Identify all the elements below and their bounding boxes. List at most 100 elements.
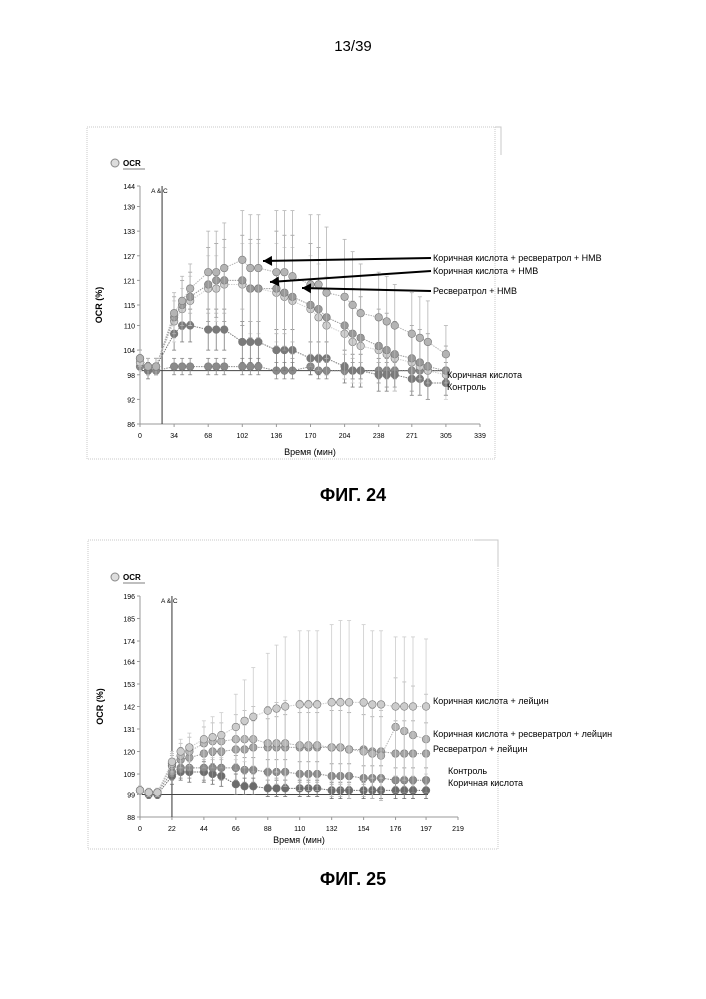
fig25-series-4-point <box>232 780 240 788</box>
fig25-series-0-point <box>168 758 176 766</box>
fig24-y-axis-label: OCR (%) <box>94 287 104 324</box>
fig25-x-tick-label: 66 <box>232 826 240 833</box>
fig24-series-0-point <box>186 285 194 293</box>
fig24-series-3-point <box>273 346 281 354</box>
fig25-series-0-point <box>360 699 368 707</box>
fig24-series-4-point <box>220 363 228 371</box>
fig25-y-tick-label: 196 <box>123 594 135 601</box>
fig24-x-tick-label: 0 <box>138 433 142 440</box>
fig24-series-0-point <box>204 268 212 276</box>
fig24-series-0-point <box>273 268 281 276</box>
fig24-series-arrowhead-0 <box>263 256 272 266</box>
fig24-series-label-4: Контроль <box>447 382 486 392</box>
fig25-y-tick-label: 153 <box>123 682 135 689</box>
fig24-series-0-point <box>349 301 357 309</box>
fig25-series-0-point <box>296 701 304 709</box>
fig25-series-label-1: Коричная кислота + ресвератрол + лейцин <box>433 729 612 739</box>
fig24-series-0-point <box>136 355 144 363</box>
fig25-x-tick-label: 132 <box>326 826 338 833</box>
fig25-series-0-point <box>273 705 281 713</box>
fig24-x-tick-label: 271 <box>406 433 418 440</box>
fig24-series-0-point <box>170 309 178 317</box>
fig25-series-0-point <box>369 701 377 709</box>
fig25-series-0-point <box>177 748 185 756</box>
fig24-y-tick-label: 92 <box>127 397 135 404</box>
fig24-series-3-point <box>247 338 255 346</box>
fig25-y-tick-label: 109 <box>123 772 135 779</box>
fig24-series-0-point <box>383 318 391 326</box>
fig25-series-label-3: Контроль <box>448 766 487 776</box>
fig24-x-axis-label: Время (мин) <box>284 447 336 457</box>
fig25-x-axis-label: Время (мин) <box>273 835 325 845</box>
fig24-x-tick-label: 339 <box>474 433 486 440</box>
fig24-series-0-point <box>357 309 365 317</box>
fig25-y-tick-label: 185 <box>123 617 135 624</box>
fig24-series-4-point <box>247 363 255 371</box>
fig24-series-0-point <box>220 264 228 272</box>
fig24-legend-label: OCR <box>123 159 141 168</box>
fig25-x-tick-label: 110 <box>294 826 305 833</box>
fig24-series-label-2: Ресвератрол + HMB <box>433 286 517 296</box>
fig24-series-label-1: Коричная кислота + HMB <box>433 266 538 276</box>
fig25-x-tick-label: 219 <box>452 826 464 833</box>
fig24-series-0-point <box>391 322 399 330</box>
fig24-y-tick-label: 133 <box>123 229 135 236</box>
fig25-series-0-point <box>400 703 408 711</box>
fig25-series-0-point <box>241 717 249 725</box>
fig25-series-label-4: Коричная кислота <box>448 778 523 788</box>
fig25-series-4-point <box>241 783 249 791</box>
fig24-series-4-point <box>212 363 220 371</box>
fig25-series-4-point <box>273 785 281 793</box>
fig24-series-0-point <box>442 350 450 358</box>
fig25-x-tick-label: 176 <box>390 826 402 833</box>
fig25-series-0-point <box>392 703 400 711</box>
fig24-x-tick-label: 238 <box>373 433 385 440</box>
fig24-y-tick-label: 86 <box>127 422 135 429</box>
fig24-series-3-point <box>212 326 220 334</box>
fig24-series-0-point <box>315 281 323 289</box>
fig24-series-arrow-2 <box>302 288 431 291</box>
fig24-x-tick-label: 204 <box>339 433 351 440</box>
fig24-y-tick-label: 121 <box>123 278 135 285</box>
fig25-y-axis-label: OCR (%) <box>95 688 105 725</box>
fig25-series-label-2: Ресвератрол + лейцин <box>433 744 528 754</box>
fig24-x-tick-label: 34 <box>170 433 178 440</box>
fig25-legend-label: OCR <box>123 573 141 582</box>
fig24-series-arrow-0 <box>263 258 431 261</box>
fig24-series-label-3: Коричная кислота <box>447 370 522 380</box>
fig24-series-4-point <box>255 363 263 371</box>
fig25-x-tick-label: 88 <box>264 826 272 833</box>
fig24-series-0-point <box>289 272 297 280</box>
fig25-series-0-point <box>409 703 417 711</box>
fig25-frame-corner <box>474 540 498 566</box>
fig24-series-3-point <box>239 338 247 346</box>
fig24-x-tick-label: 305 <box>440 433 452 440</box>
fig25-x-tick-label: 197 <box>420 826 432 833</box>
fig24-frame-corner <box>495 127 501 155</box>
fig25-series-0-point <box>145 789 153 797</box>
fig24-y-tick-label: 98 <box>127 373 135 380</box>
fig24-series-0-point <box>375 314 383 322</box>
fig24-series-0-point <box>341 293 349 301</box>
fig25-series-0-point <box>200 735 208 743</box>
fig25-series-0-point <box>281 703 289 711</box>
fig25-y-tick-label: 142 <box>123 705 135 712</box>
fig25-y-tick-label: 131 <box>123 727 135 734</box>
fig24-series-0-point <box>255 264 263 272</box>
fig25-series-0-point <box>377 701 385 709</box>
fig24-y-tick-label: 110 <box>124 324 135 331</box>
fig25-series-0-point <box>154 789 162 797</box>
fig24-series-0-point <box>239 256 247 264</box>
fig25-frame <box>88 540 498 849</box>
fig25-series-0-point <box>186 744 194 752</box>
fig25-y-tick-label: 120 <box>123 750 135 757</box>
fig24-y-tick-label: 127 <box>123 254 135 261</box>
fig25-x-tick-label: 22 <box>168 826 176 833</box>
fig24-series-0-point <box>281 268 289 276</box>
fig24-series-0-point <box>408 330 416 338</box>
fig24-x-tick-label: 102 <box>236 433 248 440</box>
fig25-series-0-point <box>264 707 272 715</box>
fig24-series-4-point <box>204 363 212 371</box>
fig25-x-tick-label: 0 <box>138 826 142 833</box>
fig24-series-4-point <box>170 363 178 371</box>
